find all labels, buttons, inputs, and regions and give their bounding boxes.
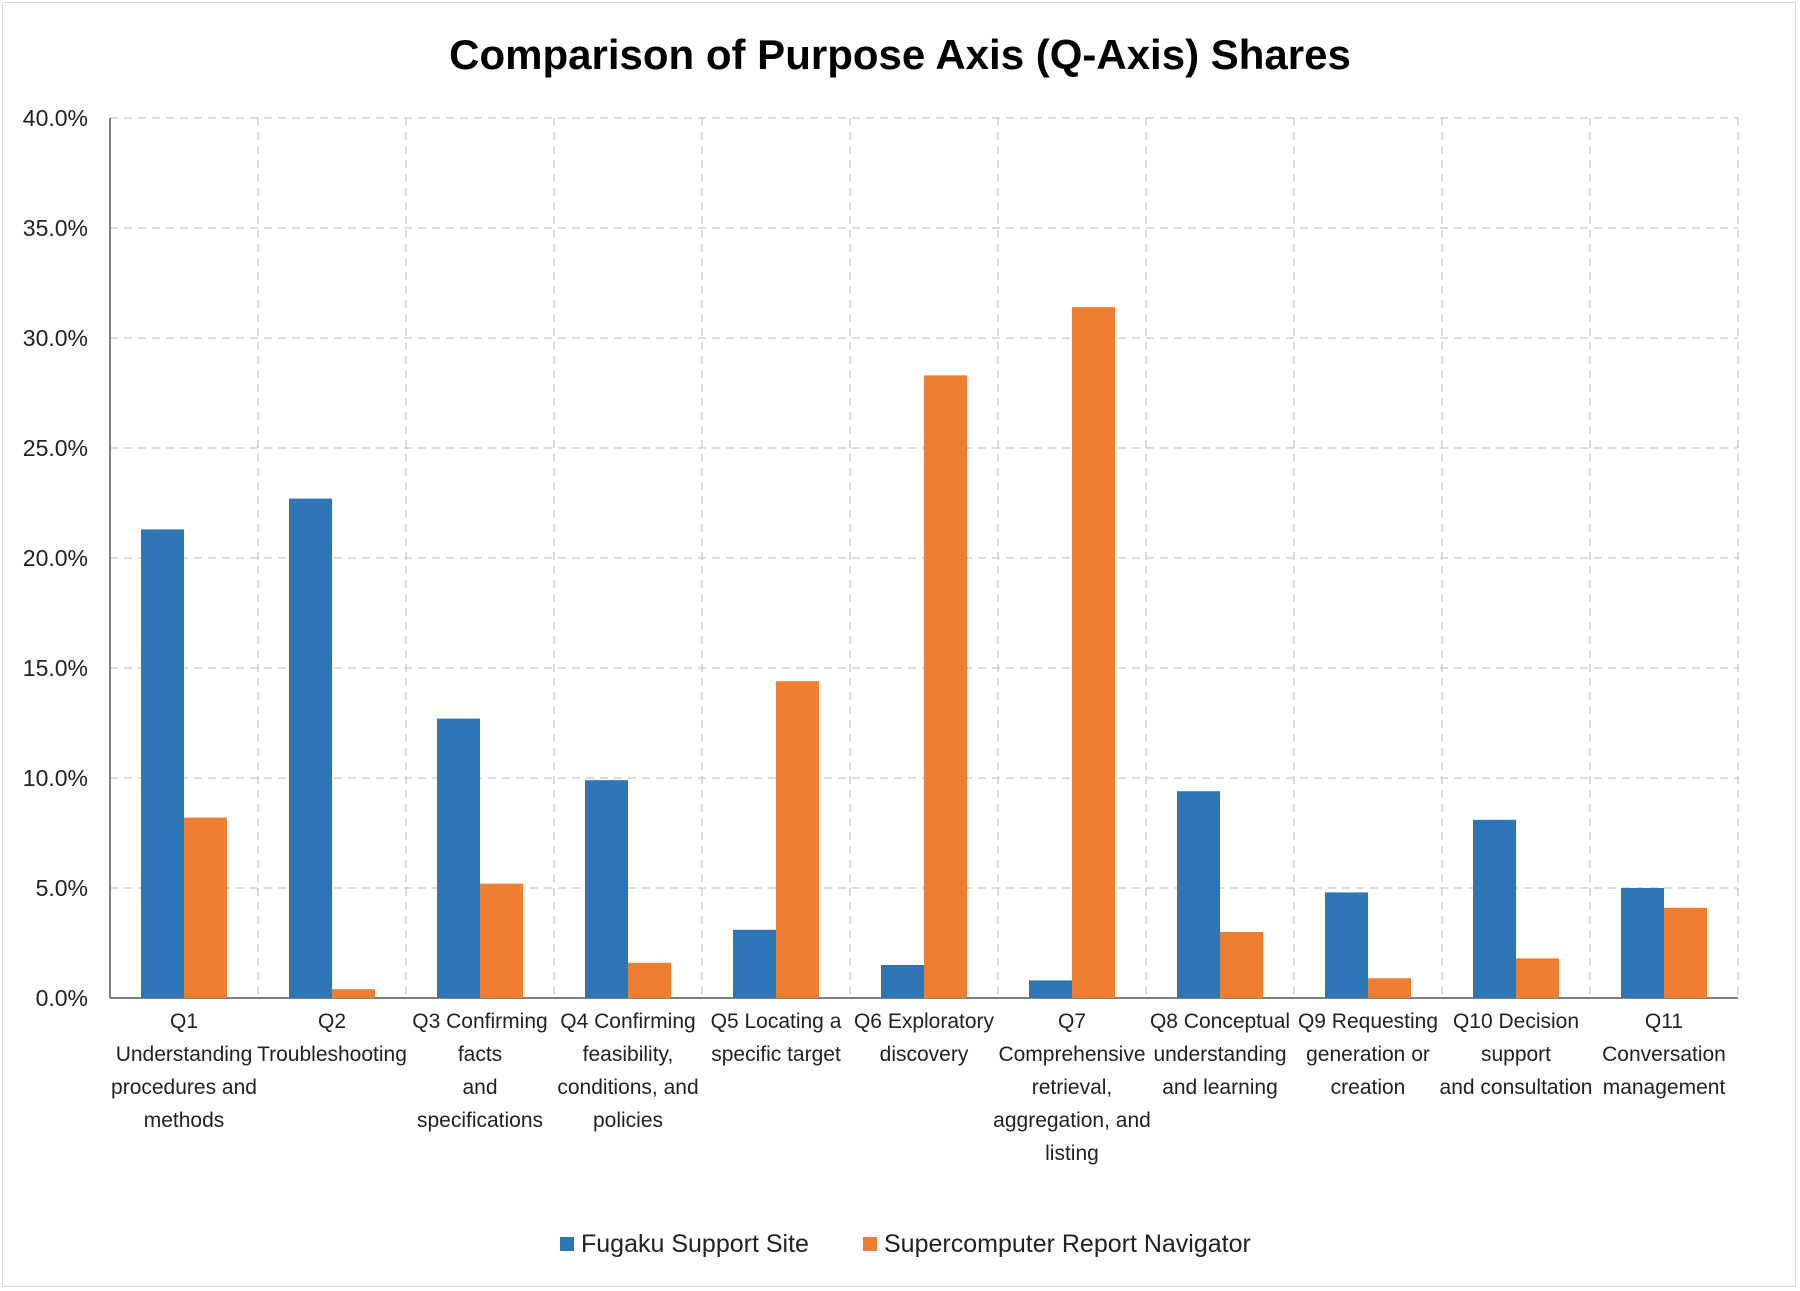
- x-category-label: Q9 Requesting generation or creation: [1298, 1010, 1438, 1099]
- y-tick-label: 0.0%: [36, 985, 88, 1011]
- bar-series-2: [480, 883, 523, 998]
- x-category-label: Q5 Locating a specific target: [711, 1010, 842, 1066]
- bar-series-2: [184, 817, 227, 998]
- x-category-label: Q3 Confirming facts and specifications: [412, 1010, 547, 1132]
- bar-series-2: [1516, 958, 1559, 998]
- x-category-label: Q8 Conceptual understanding and learning: [1150, 1010, 1290, 1099]
- x-category-label: Q1 Understanding procedures and methods: [111, 1010, 257, 1132]
- bar-series-2: [1368, 978, 1411, 998]
- bar-series-1: [881, 965, 924, 998]
- bar-series-1: [1621, 888, 1664, 998]
- y-tick-label: 40.0%: [23, 105, 88, 131]
- bar-series-2: [924, 375, 967, 998]
- bar-series-1: [1325, 892, 1368, 998]
- y-tick-label: 10.0%: [23, 765, 88, 791]
- y-tick-label: 20.0%: [23, 545, 88, 571]
- x-category-label: Q11 Conversation management: [1602, 1010, 1726, 1099]
- legend: Fugaku Support Site Supercomputer Report …: [560, 1230, 1251, 1258]
- x-category-label: Q10 Decision support and consultation: [1440, 1010, 1593, 1099]
- x-category-label: Q4 Confirming feasibility, conditions, and…: [557, 1010, 698, 1132]
- x-category-label: Q6 Exploratory discovery: [854, 1010, 995, 1066]
- bar-series-1: [733, 929, 776, 998]
- bar-series-1: [585, 780, 628, 998]
- bar-series-1: [1473, 819, 1516, 998]
- bar-series-1: [141, 529, 184, 998]
- bar-chart: Comparison of Purpose Axis (Q-Axis) Shar…: [23, 31, 1739, 1258]
- bar-series-1: [1029, 980, 1072, 998]
- y-tick-label: 25.0%: [23, 435, 88, 461]
- legend-label: Supercomputer Report Navigator: [884, 1230, 1251, 1258]
- bar-series-2: [776, 681, 819, 998]
- bars: [141, 307, 1707, 998]
- bar-series-2: [1664, 907, 1707, 998]
- x-category-label: Q2 Troubleshooting: [257, 1010, 407, 1066]
- bar-series-2: [1072, 307, 1115, 998]
- bar-series-2: [332, 989, 375, 998]
- y-tick-label: 5.0%: [36, 875, 88, 901]
- y-tick-label: 30.0%: [23, 325, 88, 351]
- y-axis-ticks: 0.0% 5.0% 10.0% 15.0% 20.0% 25.0% 30.0% 35.0% 40…: [23, 105, 88, 1011]
- y-tick-label: 15.0%: [23, 655, 88, 681]
- legend-swatch: [560, 1237, 574, 1251]
- legend-label: Fugaku Support Site: [581, 1230, 809, 1258]
- chart-title: Comparison of Purpose Axis (Q-Axis) Shar…: [449, 31, 1351, 78]
- bar-series-1: [437, 718, 480, 998]
- bar-series-2: [1220, 932, 1263, 998]
- bar-series-2: [628, 962, 671, 998]
- legend-swatch: [863, 1237, 877, 1251]
- bar-series-1: [289, 498, 332, 998]
- y-tick-label: 35.0%: [23, 215, 88, 241]
- x-category-label: Q7 Comprehensive retrieval, aggregation, an…: [993, 1010, 1151, 1165]
- bar-series-1: [1177, 791, 1220, 998]
